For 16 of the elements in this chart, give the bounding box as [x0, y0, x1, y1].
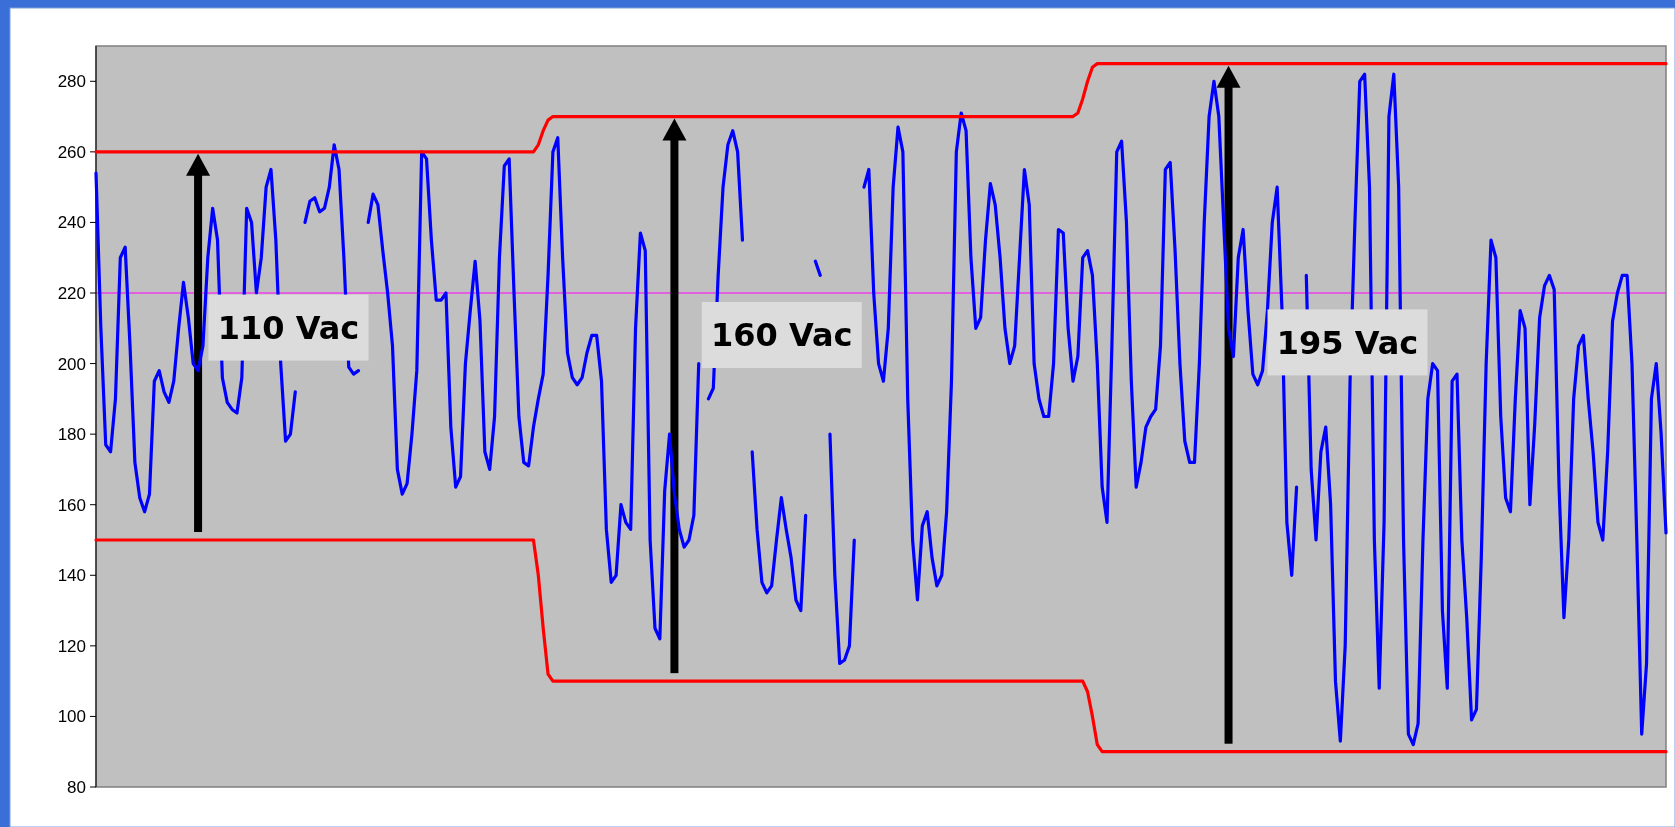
annotation: 110 Vac — [217, 308, 360, 347]
y-tick-label: 280 — [57, 72, 86, 92]
y-tick-label: 140 — [57, 566, 86, 586]
y-tick-label: 200 — [57, 354, 86, 374]
y-tick-label: 160 — [57, 495, 86, 515]
y-tick-label: 240 — [57, 213, 86, 233]
annotation: 195 Vac — [1276, 323, 1419, 362]
y-tick-label: 220 — [57, 283, 86, 303]
y-tick-label: 80 — [67, 777, 86, 797]
y-tick-label: 100 — [57, 707, 86, 727]
line-series — [94, 538, 1668, 754]
annotation: 160 Vac — [710, 316, 853, 355]
y-tick-label: 180 — [57, 425, 86, 445]
y-tick-label: 260 — [57, 142, 86, 162]
y-tick-label: 120 — [57, 636, 86, 656]
line-series — [94, 62, 1668, 154]
